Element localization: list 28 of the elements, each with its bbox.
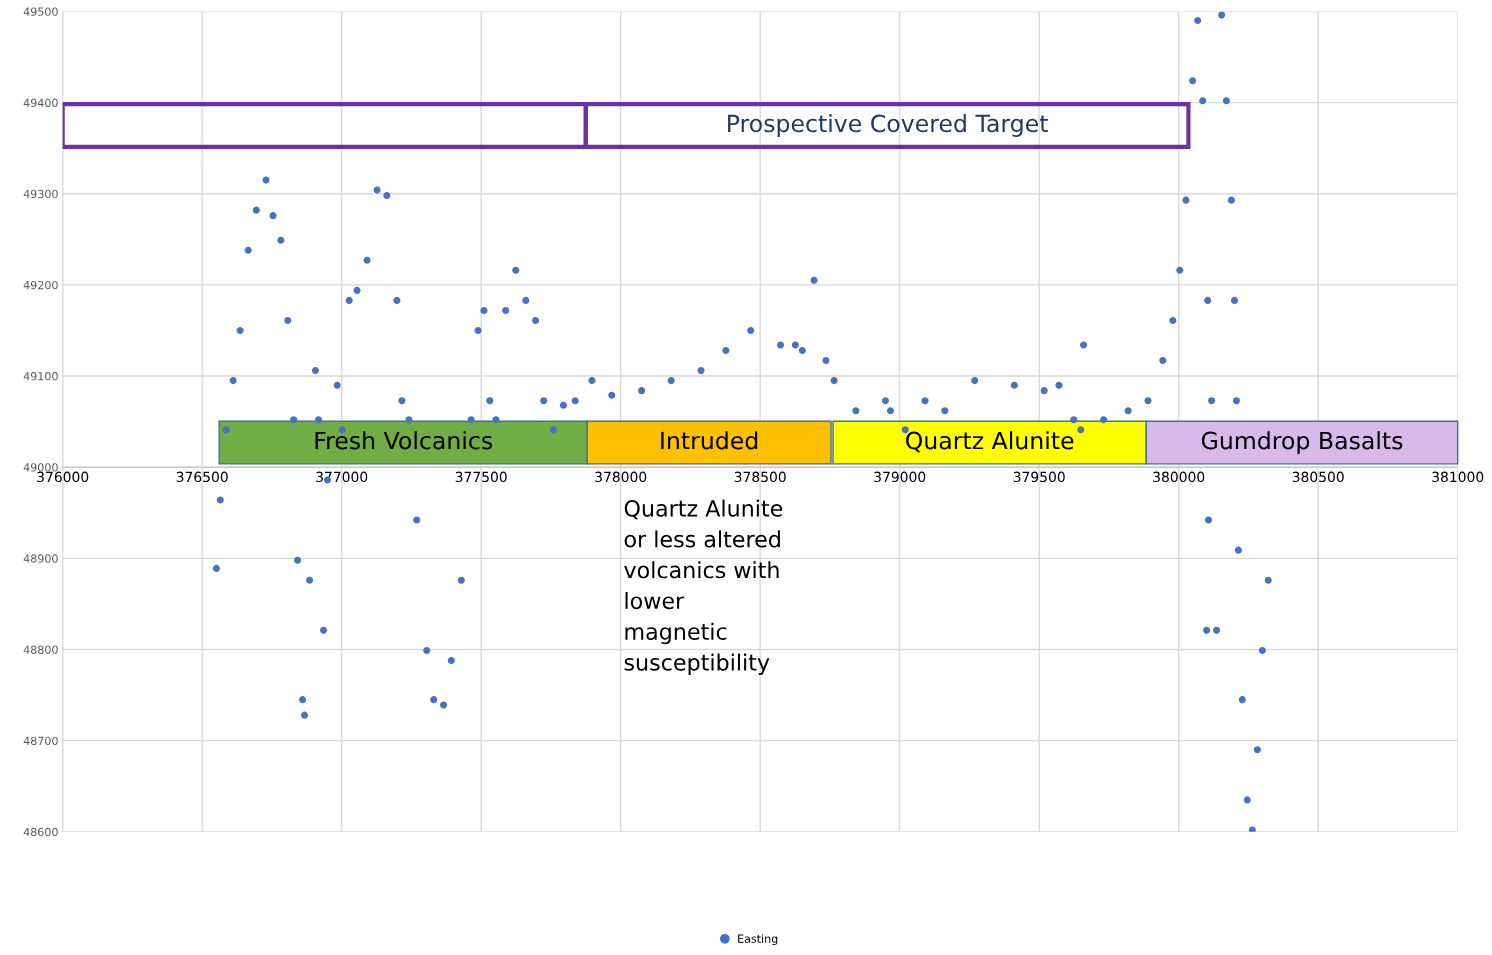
y-tick-label: 49100: [23, 372, 58, 381]
band-label: Intruded: [661, 431, 758, 450]
legend-label: Easting: [738, 934, 778, 945]
band-label: Fresh Volcanics: [315, 431, 492, 450]
x-tick-label: 378500: [734, 471, 786, 483]
y-tick-label: 48800: [23, 645, 58, 654]
y-tick-label: 49000: [23, 463, 58, 472]
band-label: Gumdrop Basalts: [1201, 431, 1403, 455]
y-tick-label: 49500: [23, 7, 58, 16]
y-tick-label: 49400: [23, 98, 58, 107]
annotation: Quartz Alunite or less altered volcanics with lower magnetic susceptibility: [624, 499, 783, 676]
annotation: Prospective Covered Target: [728, 114, 1048, 137]
x-tick-label: 377000: [316, 471, 368, 483]
y-tick-label: 48700: [23, 736, 58, 746]
y-tick-label: 48600: [23, 827, 58, 837]
x-tick-label: 379000: [874, 471, 926, 483]
y-tick-label: 49300: [23, 189, 58, 199]
x-tick-label: 380000: [1153, 471, 1205, 483]
x-tick-label: 378000: [595, 471, 647, 483]
x-tick-label: 381000: [1432, 471, 1484, 483]
y-tick-label: 48900: [23, 554, 58, 563]
x-tick-label: 380500: [1292, 471, 1344, 483]
x-tick-label: 379500: [1013, 471, 1065, 483]
band-label: Quartz Alunite: [906, 431, 1074, 453]
x-tick-label: 376500: [176, 471, 228, 483]
x-tick-label: 376000: [37, 471, 89, 483]
y-tick-label: 49200: [23, 280, 58, 290]
x-tick-label: 377500: [455, 471, 507, 483]
